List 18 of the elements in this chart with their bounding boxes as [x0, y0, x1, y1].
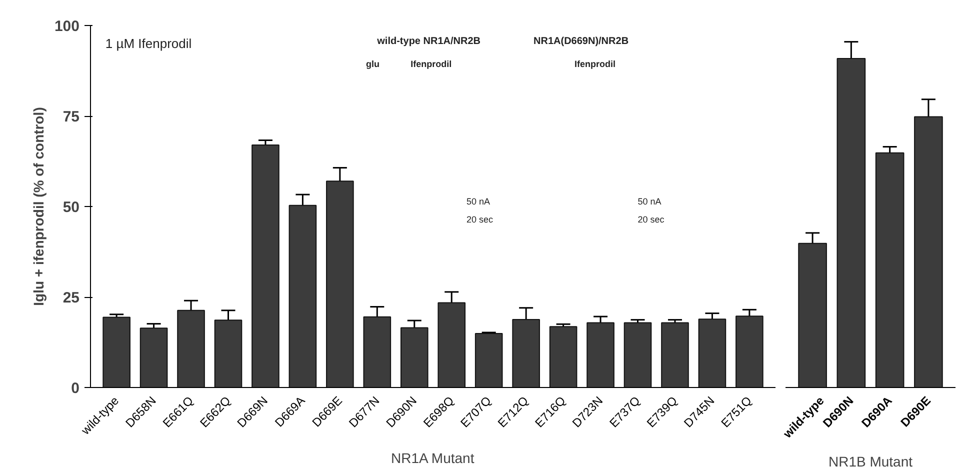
annotation: 20 sec: [638, 214, 665, 225]
y-tick-label: 100: [54, 18, 80, 35]
annotation: 50 nA: [638, 196, 662, 206]
annotation: 1 µM Ifenprodil: [105, 36, 192, 51]
y-tick-label: 25: [62, 290, 80, 306]
annotation: glu: [366, 58, 380, 69]
annotation: wild-type NR1A/NR2B: [376, 36, 481, 48]
y-axis-title: Iglu + ifenprodil (% of control): [30, 107, 46, 306]
annotation: NR1A(D669N)/NR2B: [534, 36, 629, 48]
annotation: 50 nA: [466, 196, 490, 206]
y-tick-label: 0: [71, 380, 80, 397]
x-axis-title: NR1A Mutant: [390, 450, 474, 466]
annotation: Ifenprodil: [574, 58, 616, 69]
y-tick-label: 75: [62, 108, 80, 126]
x-axis-title: NR1B Mutant: [828, 454, 913, 470]
annotation: 20 sec: [466, 214, 494, 225]
y-tick-label: 50: [62, 199, 80, 216]
annotation: Ifenprodil: [410, 58, 452, 69]
